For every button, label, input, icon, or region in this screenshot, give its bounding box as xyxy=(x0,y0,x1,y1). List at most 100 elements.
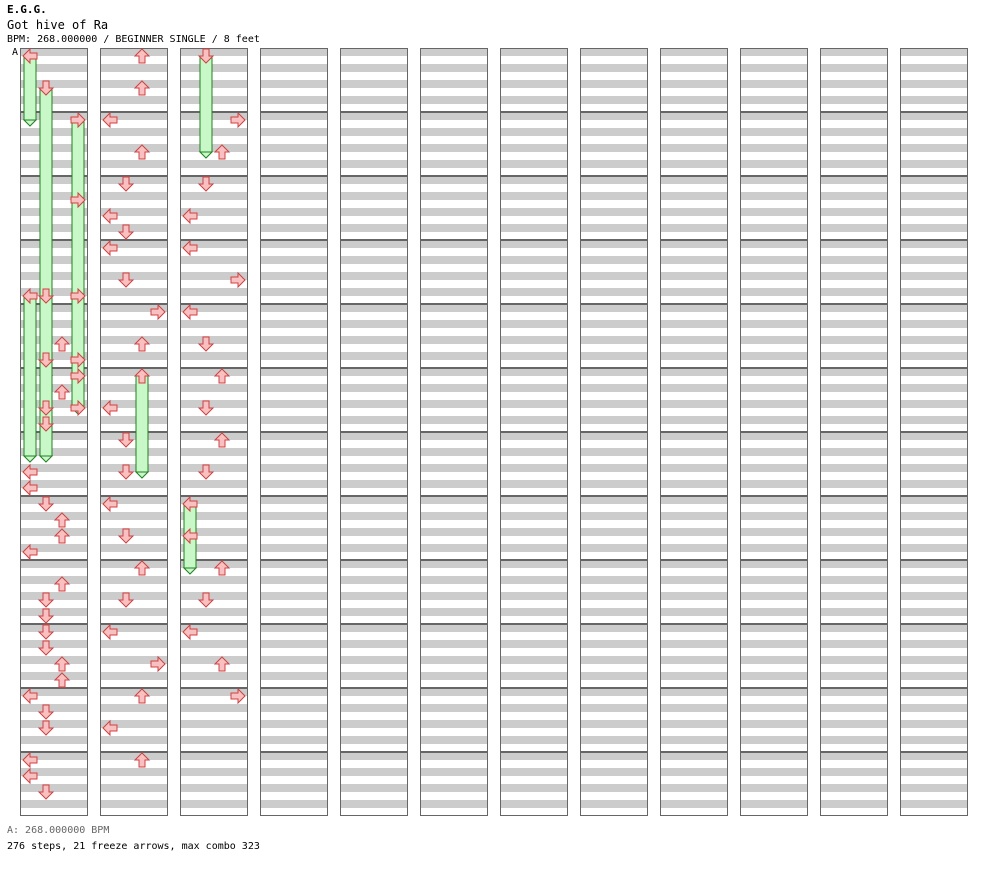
arrow-down-icon xyxy=(117,272,135,288)
arrow-up-icon xyxy=(53,528,71,544)
measure xyxy=(260,368,328,432)
measure xyxy=(340,624,408,688)
measure xyxy=(660,176,728,240)
arrow-down-icon xyxy=(37,416,55,432)
bpm-marker-label: A xyxy=(12,47,19,58)
measure xyxy=(500,176,568,240)
arrow-up-icon xyxy=(213,432,231,448)
arrow-down-icon xyxy=(197,464,215,480)
measure xyxy=(900,688,968,752)
measure xyxy=(420,304,488,368)
arrow-left-icon xyxy=(22,687,38,705)
measure xyxy=(660,752,728,816)
measure xyxy=(260,176,328,240)
freeze-arrow xyxy=(38,295,54,463)
arrow-left-icon xyxy=(102,207,118,225)
measure xyxy=(500,48,568,112)
measure xyxy=(900,176,968,240)
measure xyxy=(260,304,328,368)
chart-info: BPM: 268.000000 / BEGINNER SINGLE / 8 fe… xyxy=(7,34,260,45)
arrow-up-icon xyxy=(213,368,231,384)
footer-stats: 276 steps, 21 freeze arrows, max combo 3… xyxy=(7,841,260,852)
arrow-down-icon xyxy=(37,592,55,608)
measure xyxy=(580,752,648,816)
measure xyxy=(420,176,488,240)
measure xyxy=(740,112,808,176)
arrow-up-icon xyxy=(133,48,151,64)
measure xyxy=(580,240,648,304)
arrow-left-icon xyxy=(182,527,198,545)
measure xyxy=(100,624,168,688)
measure xyxy=(100,176,168,240)
measure xyxy=(820,688,888,752)
measure xyxy=(260,752,328,816)
arrow-up-icon xyxy=(213,144,231,160)
measure xyxy=(260,496,328,560)
arrow-up-icon xyxy=(53,336,71,352)
measure xyxy=(420,752,488,816)
measure xyxy=(500,240,568,304)
measure xyxy=(180,432,248,496)
measure xyxy=(740,496,808,560)
measure xyxy=(420,112,488,176)
song-title: Got hive of Ra xyxy=(7,18,109,32)
arrow-down-icon xyxy=(37,80,55,96)
measure xyxy=(820,752,888,816)
measure xyxy=(260,560,328,624)
arrow-right-icon xyxy=(70,351,86,369)
measure xyxy=(340,368,408,432)
arrow-right-icon xyxy=(70,287,86,305)
arrow-right-icon xyxy=(230,271,246,289)
arrow-down-icon xyxy=(37,352,55,368)
measure xyxy=(420,432,488,496)
measure xyxy=(500,624,568,688)
measure xyxy=(500,560,568,624)
measure xyxy=(580,48,648,112)
measure xyxy=(180,176,248,240)
measure xyxy=(180,48,248,112)
measure xyxy=(740,240,808,304)
arrow-down-icon xyxy=(37,704,55,720)
measure xyxy=(100,48,168,112)
measure xyxy=(100,432,168,496)
measure xyxy=(260,688,328,752)
measure xyxy=(580,432,648,496)
measure xyxy=(500,112,568,176)
measure xyxy=(260,432,328,496)
measure xyxy=(100,112,168,176)
measure xyxy=(900,560,968,624)
arrow-right-icon xyxy=(70,111,86,129)
footer-bpm: A: 268.000000 BPM xyxy=(7,825,110,836)
arrow-left-icon xyxy=(102,399,118,417)
arrow-up-icon xyxy=(133,80,151,96)
arrow-up-icon xyxy=(213,560,231,576)
measure xyxy=(900,624,968,688)
measure xyxy=(180,368,248,432)
measure xyxy=(340,560,408,624)
arrow-left-icon xyxy=(22,543,38,561)
arrow-up-icon xyxy=(133,368,151,384)
measure xyxy=(580,112,648,176)
arrow-left-icon xyxy=(22,767,38,785)
measure xyxy=(500,304,568,368)
arrow-up-icon xyxy=(53,512,71,528)
measure xyxy=(820,240,888,304)
measure xyxy=(740,752,808,816)
measure xyxy=(820,112,888,176)
measure xyxy=(420,624,488,688)
arrow-left-icon xyxy=(102,111,118,129)
arrow-left-icon xyxy=(182,303,198,321)
arrow-up-icon xyxy=(53,672,71,688)
measure xyxy=(340,752,408,816)
arrow-down-icon xyxy=(37,784,55,800)
measure xyxy=(740,304,808,368)
measure xyxy=(580,688,648,752)
measure xyxy=(740,48,808,112)
arrow-up-icon xyxy=(133,752,151,768)
measure xyxy=(580,368,648,432)
measure xyxy=(580,560,648,624)
measure xyxy=(900,368,968,432)
measure xyxy=(500,432,568,496)
measure xyxy=(20,560,88,624)
